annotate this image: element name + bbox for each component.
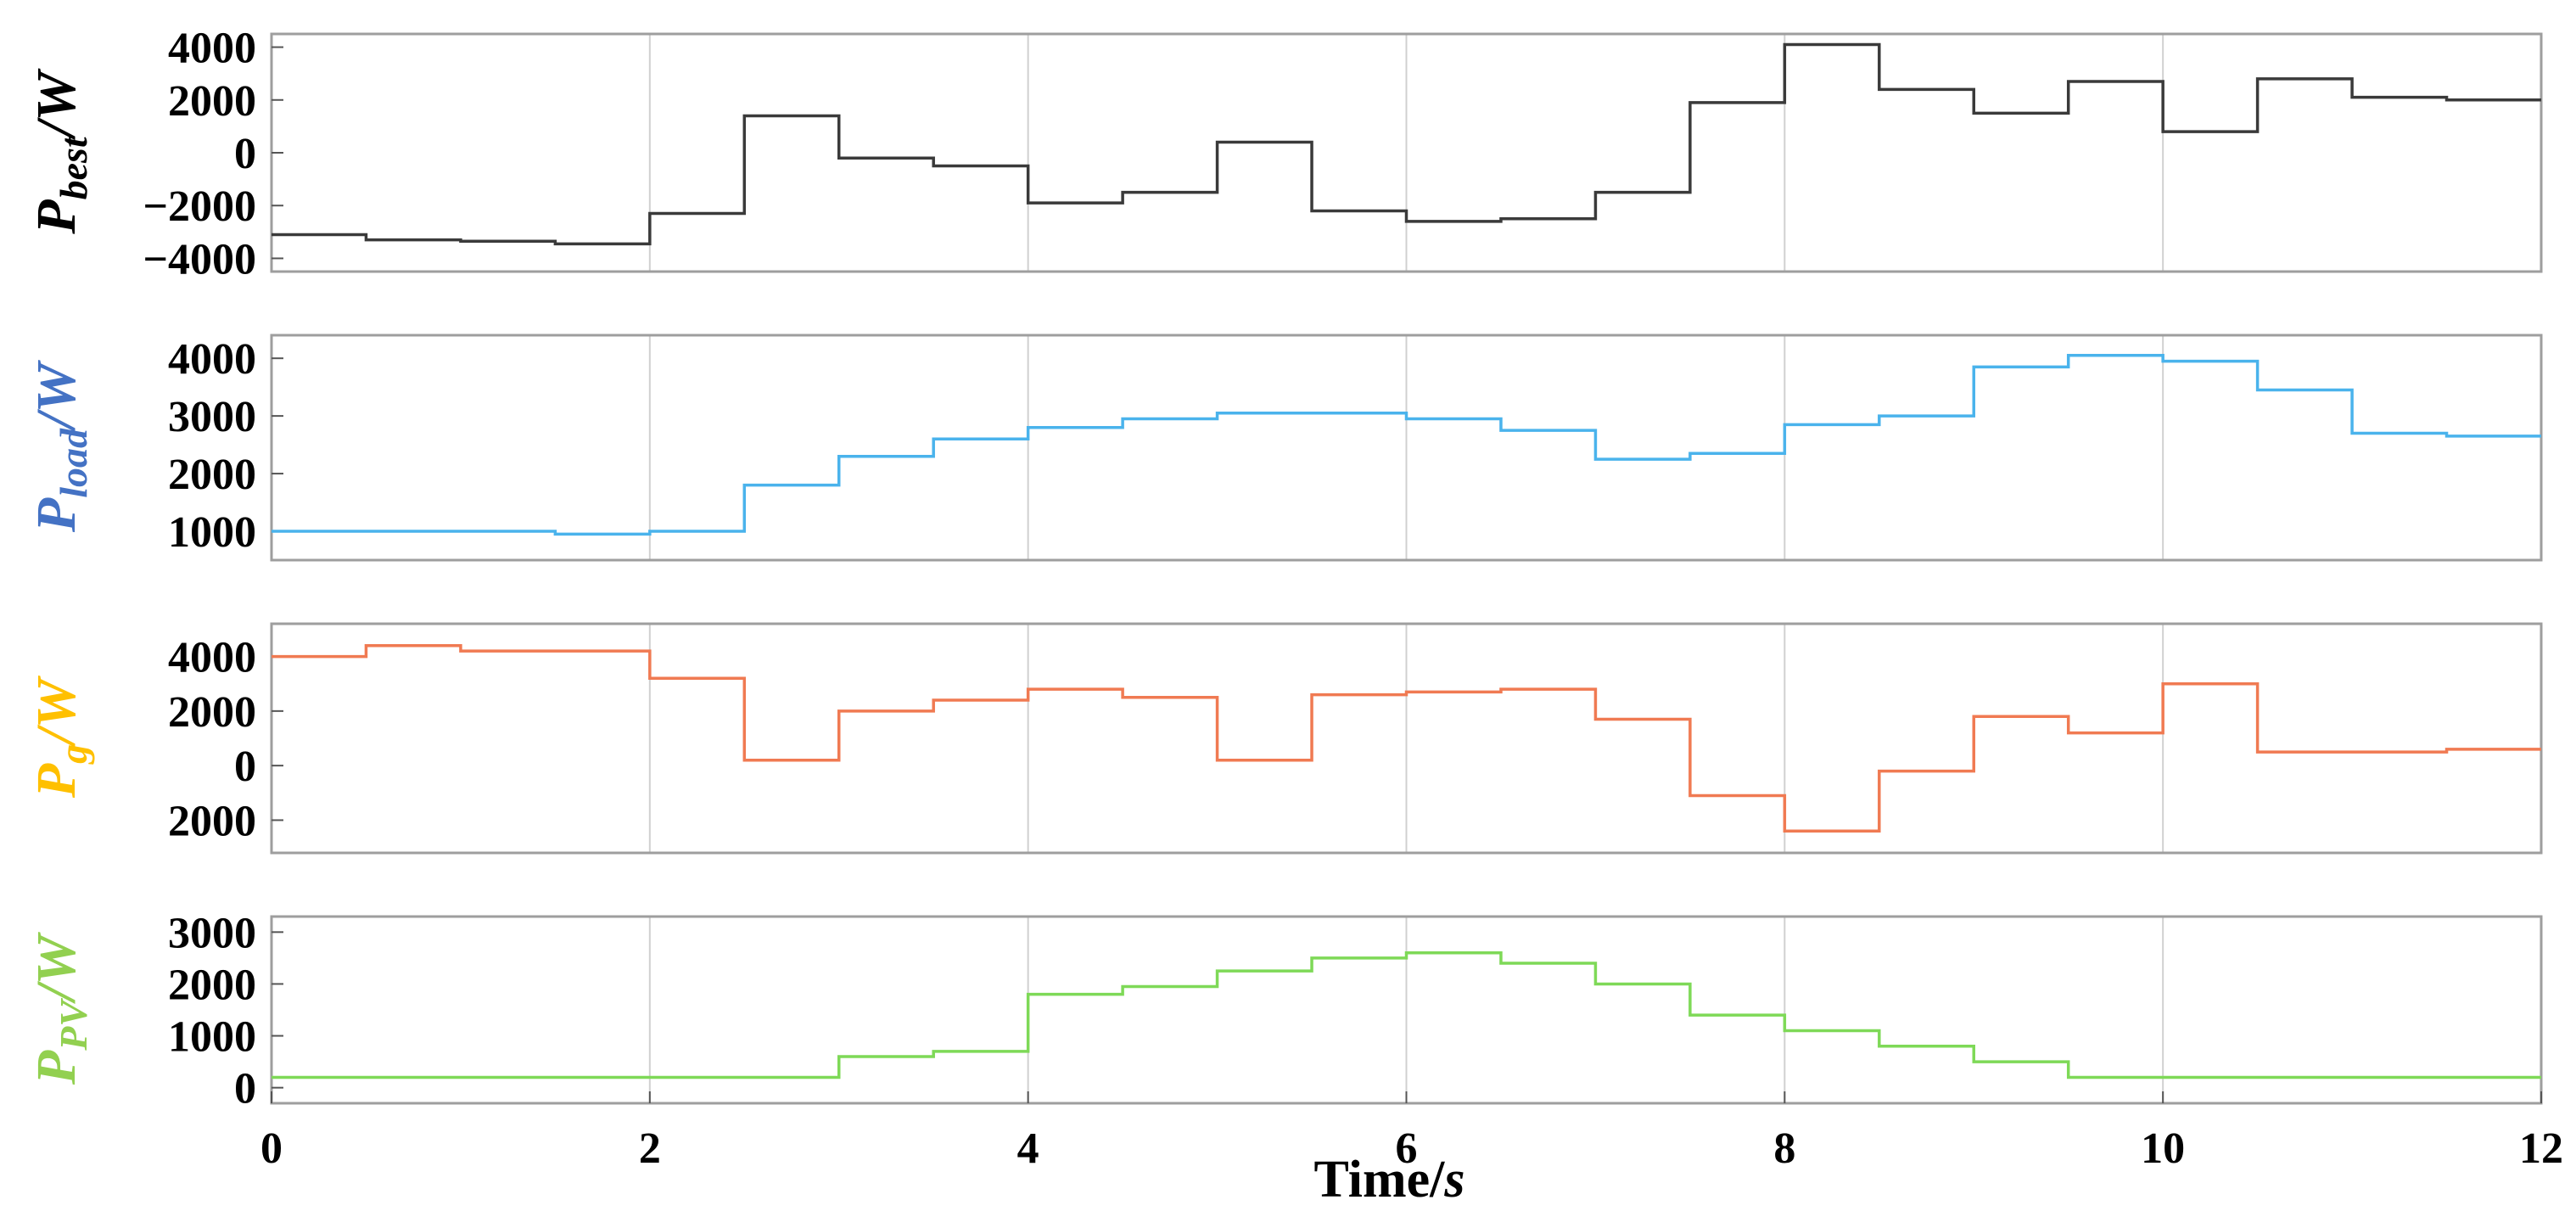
panel-1: 4000 3000 2000 1000 Pload/W [25,334,2543,562]
series-line-best [272,42,2541,246]
y-tick-label: 3000 [168,393,256,441]
y-axis-label: PPV/W [25,932,95,1085]
x-tick-label: 12 [2519,1124,2563,1173]
series-line-load [272,354,2541,536]
y-tick-label: 3000 [168,909,256,957]
x-tick-label: 4 [1017,1124,1039,1173]
y-tick-label: 2000 [168,77,256,126]
y-axis-label: Pload/W [25,360,95,533]
x-tick-label: 10 [2141,1124,2185,1173]
x-axis-label: Time/s [1314,1151,1465,1208]
y-tick-label: 2000 [168,688,256,737]
panel-2: 4000 2000 0 2000 Pg/W [25,622,2543,855]
series-line-g [272,643,2541,833]
y-tick-label: 0 [234,130,256,178]
y-tick-label: 2000 [168,961,256,1009]
y-axis-label: Pbest/W [25,68,95,235]
y-tick-label: 2000 [168,451,256,499]
y-tick-label: 2000 [168,797,256,845]
y-axis-label: Pg/W [25,676,95,799]
y-tick-label: 0 [234,1065,256,1113]
x-tick-label: 2 [639,1124,661,1173]
panels: 400020000−2000−4000Pbest/W40003000200010… [25,25,2563,1208]
x-tick-label: 8 [1773,1124,1795,1173]
x-tick-label: 6 [1396,1124,1418,1173]
x-tick-label: 0 [260,1124,283,1173]
y-tick-label: 1000 [168,508,256,557]
series-line-PV [272,951,2541,1079]
y-tick-label: 4000 [168,634,256,682]
y-tick-label: 4000 [168,25,256,73]
plot-frame [270,622,2543,855]
y-tick-label: −4000 [143,235,256,283]
y-tick-label: −2000 [143,182,256,231]
y-tick-label: 4000 [168,335,256,384]
y-tick-label: 1000 [168,1013,256,1062]
plot-frame [270,334,2543,562]
y-tick-label: 0 [234,743,256,791]
